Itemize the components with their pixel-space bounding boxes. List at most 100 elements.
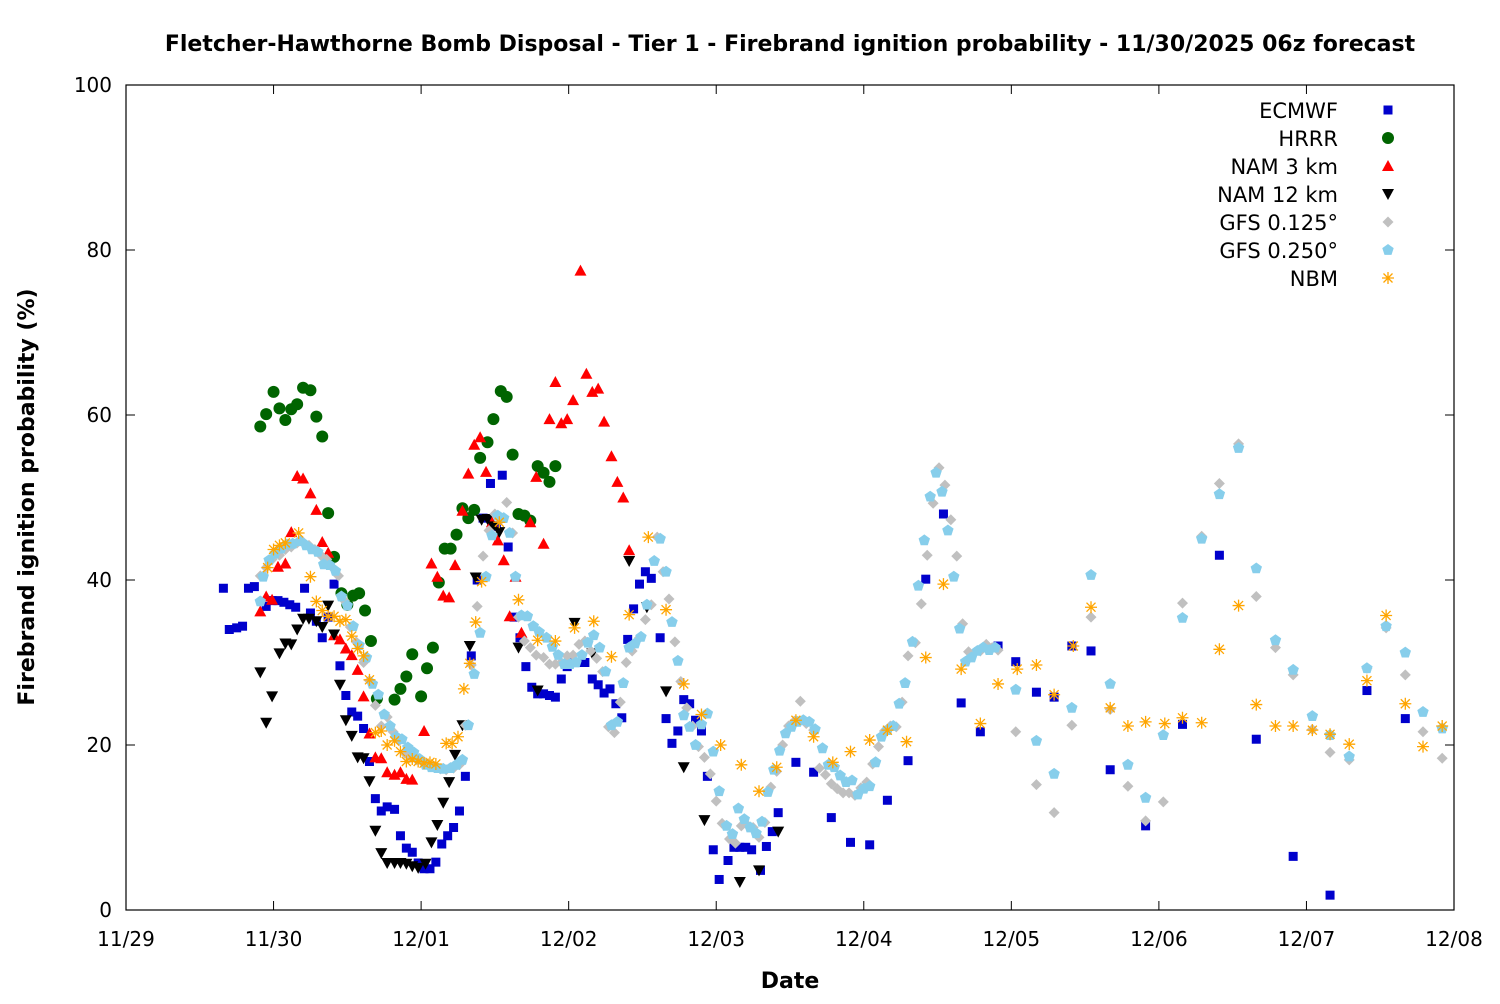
x-tick-label: 12/01 bbox=[392, 927, 450, 951]
data-point bbox=[1213, 643, 1226, 656]
data-point bbox=[339, 715, 352, 727]
data-point bbox=[774, 744, 786, 756]
data-point bbox=[388, 693, 401, 706]
data-point bbox=[955, 663, 968, 676]
data-point bbox=[549, 635, 562, 648]
data-point bbox=[1158, 717, 1171, 730]
x-tick-label: 12/08 bbox=[1425, 927, 1483, 951]
data-point bbox=[1048, 767, 1060, 779]
data-point bbox=[341, 599, 353, 611]
data-point bbox=[406, 773, 419, 785]
data-point bbox=[419, 864, 429, 874]
data-point bbox=[568, 621, 581, 634]
data-point bbox=[450, 528, 463, 541]
data-point bbox=[300, 583, 310, 593]
data-point bbox=[666, 616, 678, 627]
data-point bbox=[463, 657, 476, 670]
data-point bbox=[317, 633, 327, 643]
data-point bbox=[475, 575, 488, 588]
data-point bbox=[1030, 734, 1043, 746]
data-point bbox=[322, 507, 335, 520]
legend-marker-icon bbox=[1382, 132, 1394, 144]
data-point bbox=[335, 661, 345, 671]
data-point bbox=[672, 654, 684, 666]
data-point bbox=[593, 680, 603, 690]
data-point bbox=[767, 827, 777, 837]
data-point bbox=[292, 526, 305, 539]
data-point bbox=[273, 402, 286, 415]
data-point bbox=[708, 845, 718, 855]
data-point bbox=[623, 634, 633, 644]
data-point bbox=[623, 608, 636, 621]
data-point bbox=[629, 604, 639, 614]
data-point bbox=[400, 755, 413, 768]
axis-ticks: 11/29 11/30 12/01 12/02 12/03 12/04 12/05 12/06… bbox=[74, 73, 1483, 951]
data-point bbox=[611, 699, 621, 709]
data-point bbox=[1251, 734, 1261, 744]
data-point bbox=[684, 720, 696, 732]
data-point bbox=[1213, 488, 1226, 500]
data-point bbox=[407, 847, 417, 857]
data-point bbox=[468, 668, 480, 679]
data-point bbox=[254, 667, 267, 679]
data-point bbox=[561, 413, 574, 425]
data-point bbox=[375, 848, 388, 860]
data-point bbox=[1011, 663, 1024, 676]
series-nam-3-km bbox=[254, 264, 636, 785]
data-point bbox=[224, 625, 234, 634]
data-point bbox=[487, 413, 500, 426]
data-point bbox=[648, 555, 660, 566]
data-point bbox=[1030, 658, 1043, 671]
data-point bbox=[431, 857, 441, 867]
data-point bbox=[421, 662, 434, 675]
data-point bbox=[501, 496, 513, 508]
data-point bbox=[1380, 609, 1393, 622]
data-point bbox=[401, 843, 411, 853]
data-point bbox=[893, 697, 905, 709]
data-point bbox=[605, 650, 618, 663]
x-tick-label: 12/04 bbox=[835, 927, 893, 951]
data-point bbox=[733, 876, 746, 888]
data-point bbox=[415, 690, 428, 703]
data-point bbox=[1067, 640, 1080, 652]
data-point bbox=[257, 570, 269, 582]
data-point bbox=[924, 490, 936, 502]
data-point bbox=[261, 601, 271, 611]
data-point bbox=[1010, 726, 1022, 738]
data-point bbox=[466, 651, 476, 661]
data-point bbox=[635, 630, 647, 642]
x-tick-label: 12/03 bbox=[687, 927, 745, 951]
data-point bbox=[1380, 620, 1392, 632]
data-point bbox=[617, 491, 630, 503]
data-point bbox=[431, 820, 444, 832]
data-point bbox=[394, 682, 407, 695]
data-point bbox=[359, 724, 369, 733]
data-point bbox=[592, 382, 605, 394]
data-point bbox=[930, 466, 942, 478]
data-point bbox=[1105, 765, 1115, 775]
data-point bbox=[714, 874, 724, 884]
data-point bbox=[846, 774, 858, 786]
data-point bbox=[312, 546, 324, 557]
data-point bbox=[353, 711, 363, 721]
data-point bbox=[556, 674, 566, 684]
data-point bbox=[418, 724, 431, 736]
data-point bbox=[543, 658, 555, 670]
data-point bbox=[347, 620, 359, 632]
data-point bbox=[364, 635, 377, 648]
data-point bbox=[809, 723, 821, 735]
data-point bbox=[297, 472, 310, 484]
legend-marker-icon bbox=[1383, 105, 1393, 115]
data-point bbox=[873, 741, 885, 753]
data-point bbox=[1436, 720, 1449, 733]
data-point bbox=[351, 663, 364, 675]
data-point bbox=[912, 579, 925, 591]
data-point bbox=[809, 767, 819, 777]
data-point bbox=[791, 757, 801, 767]
data-point bbox=[273, 539, 286, 552]
data-point bbox=[599, 665, 612, 677]
series-nam-12-km bbox=[254, 513, 785, 888]
data-point bbox=[550, 692, 560, 702]
data-point bbox=[443, 777, 456, 789]
data-point bbox=[468, 438, 481, 450]
